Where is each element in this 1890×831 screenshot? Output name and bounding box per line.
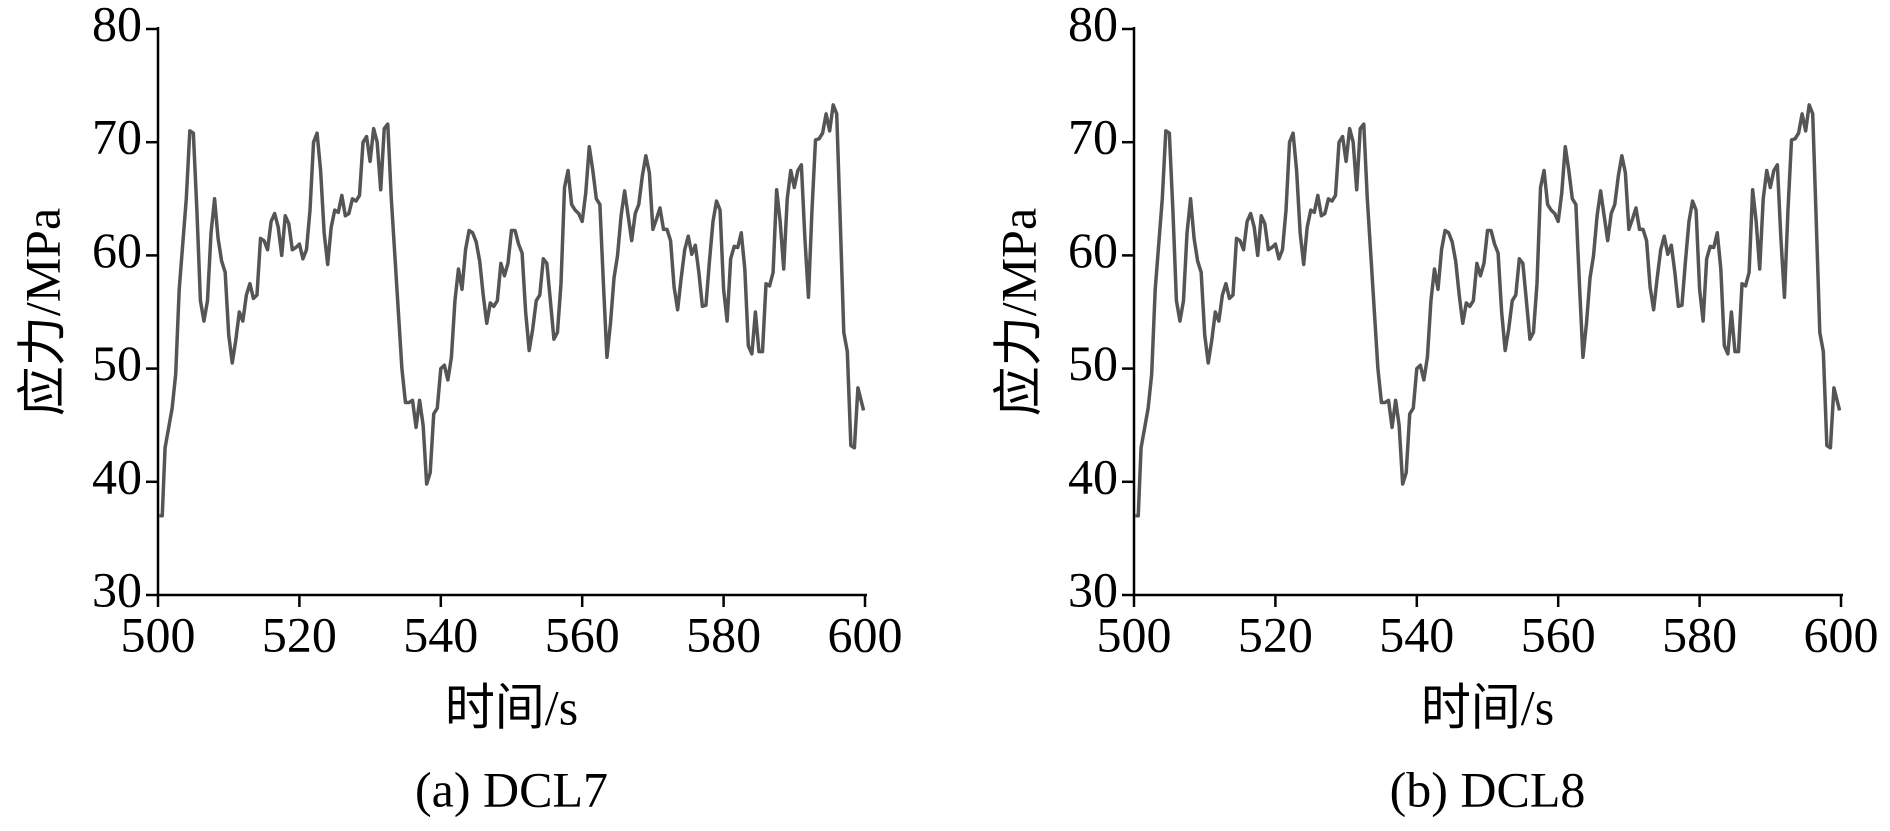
y-tick-label: 60 bbox=[1068, 222, 1118, 278]
x-tick-label: 500 bbox=[121, 606, 196, 662]
data-line bbox=[159, 103, 866, 518]
x-tick-label: 500 bbox=[1097, 606, 1172, 662]
y-tick-label: 50 bbox=[1068, 335, 1118, 391]
x-tick-label: 580 bbox=[686, 606, 761, 662]
x-tick-label: 540 bbox=[1379, 606, 1454, 662]
x-axis-label: 时间/s bbox=[1421, 679, 1554, 735]
data-line bbox=[1135, 103, 1842, 518]
y-tick-label: 60 bbox=[92, 222, 142, 278]
x-tick-label: 520 bbox=[262, 606, 337, 662]
y-tick-label: 80 bbox=[1068, 0, 1118, 51]
x-tick-label: 520 bbox=[1238, 606, 1313, 662]
y-tick-label: 30 bbox=[1068, 561, 1118, 617]
x-tick-label: 540 bbox=[403, 606, 478, 662]
y-tick-label: 40 bbox=[92, 448, 142, 504]
y-axis-label: 应力/MPa bbox=[14, 208, 70, 416]
x-tick-label: 600 bbox=[1804, 606, 1879, 662]
y-axis-label: 应力/MPa bbox=[990, 208, 1046, 416]
x-axis-label: 时间/s bbox=[445, 679, 578, 735]
caption: (b) DCL8 bbox=[1390, 761, 1586, 817]
y-tick-label: 70 bbox=[92, 109, 142, 165]
y-tick-label: 30 bbox=[92, 561, 142, 617]
y-tick-label: 70 bbox=[1068, 109, 1118, 165]
x-tick-label: 560 bbox=[1521, 606, 1596, 662]
x-tick-label: 560 bbox=[545, 606, 620, 662]
caption: (a) DCL7 bbox=[415, 761, 608, 817]
y-tick-label: 50 bbox=[92, 335, 142, 391]
y-tick-label: 80 bbox=[92, 0, 142, 51]
x-tick-label: 580 bbox=[1662, 606, 1737, 662]
x-tick-label: 600 bbox=[828, 606, 903, 662]
y-tick-label: 40 bbox=[1068, 448, 1118, 504]
